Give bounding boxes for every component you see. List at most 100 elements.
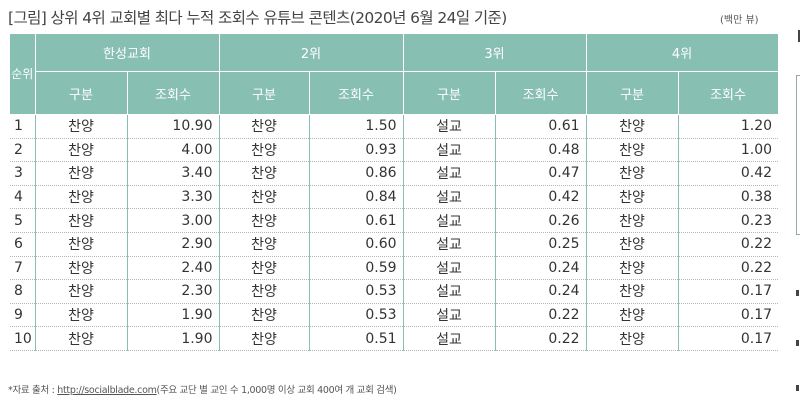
type-cell: 설교	[403, 161, 496, 186]
views-cell: 0.26	[495, 208, 587, 233]
views-cell: 0.24	[495, 256, 587, 281]
views-cell: 0.48	[495, 138, 587, 163]
views-cell: 1.00	[678, 138, 779, 163]
type-cell: 찬양	[35, 256, 128, 281]
views-cell: 0.53	[309, 279, 404, 304]
type-cell: 찬양	[586, 303, 679, 328]
type-cell: 찬양	[35, 279, 128, 304]
type-cell: 찬양	[35, 232, 128, 257]
source-link[interactable]: http://socialblade.com	[57, 385, 157, 396]
table-row: 2 찬양 4.00 찬양 0.93 설교 0.48 찬양 1.00	[10, 138, 779, 163]
type-cell: 찬양	[219, 138, 310, 163]
views-cell: 2.30	[127, 279, 220, 304]
views-cell: 0.17	[678, 326, 779, 351]
adjacent-page-edge	[791, 0, 800, 405]
table-row: 1 찬양 10.90 찬양 1.50 설교 0.61 찬양 1.20	[10, 114, 779, 139]
type-cell: 찬양	[586, 161, 679, 186]
views-cell: 2.40	[127, 256, 220, 281]
adjacent-page-mark	[798, 30, 800, 42]
rank-cell: 8	[10, 279, 36, 304]
views-cell: 0.22	[678, 256, 779, 281]
type-cell: 설교	[403, 279, 496, 304]
table-row: 7 찬양 2.40 찬양 0.59 설교 0.24 찬양 0.22	[10, 256, 779, 281]
views-cell: 0.51	[309, 326, 404, 351]
sub-header: 구분	[403, 71, 496, 115]
type-cell: 찬양	[586, 256, 679, 281]
type-cell: 설교	[403, 138, 496, 163]
table-row: 6 찬양 2.90 찬양 0.60 설교 0.25 찬양 0.22	[10, 232, 779, 257]
type-cell: 설교	[403, 114, 496, 139]
adjacent-page-mark	[796, 340, 799, 346]
rank-cell: 6	[10, 232, 36, 257]
group-header-row: 순위 한성교회 2위 3위 4위	[10, 34, 779, 115]
figure-title: [그림] 상위 4위 교회별 최다 누적 조회수 유튜브 콘텐츠(2020년 6…	[8, 9, 507, 27]
type-cell: 찬양	[219, 303, 310, 328]
type-cell: 설교	[403, 303, 496, 328]
table-row: 4 찬양 3.30 찬양 0.84 설교 0.42 찬양 0.38	[10, 185, 779, 210]
type-cell: 찬양	[219, 256, 310, 281]
table-row: 9 찬양 1.90 찬양 0.53 설교 0.22 찬양 0.17	[10, 303, 779, 328]
type-cell: 설교	[403, 232, 496, 257]
views-cell: 2.90	[127, 232, 220, 257]
type-cell: 찬양	[35, 326, 128, 351]
type-cell: 찬양	[586, 114, 679, 139]
type-cell: 찬양	[35, 114, 128, 139]
type-cell: 찬양	[219, 208, 310, 233]
rank-cell: 3	[10, 161, 36, 186]
views-cell: 1.50	[309, 114, 404, 139]
type-cell: 찬양	[586, 279, 679, 304]
views-cell: 1.20	[678, 114, 779, 139]
views-cell: 0.93	[309, 138, 404, 163]
type-cell: 찬양	[35, 303, 128, 328]
table-row: 3 찬양 3.40 찬양 0.86 설교 0.47 찬양 0.42	[10, 161, 779, 186]
footnote-suffix: (주요 교단 별 교인 수 1,000명 이상 교회 400여 개 교회 검색)	[156, 385, 397, 396]
rank-cell: 7	[10, 256, 36, 281]
type-cell: 설교	[403, 326, 496, 351]
table-row: 5 찬양 3.00 찬양 0.61 설교 0.26 찬양 0.23	[10, 208, 779, 233]
type-cell: 찬양	[586, 185, 679, 210]
views-cell: 0.61	[495, 114, 587, 139]
views-cell: 0.86	[309, 161, 404, 186]
views-cell: 0.17	[678, 303, 779, 328]
views-cell: 0.47	[495, 161, 587, 186]
type-cell: 찬양	[219, 326, 310, 351]
rank-cell: 4	[10, 185, 36, 210]
type-cell: 찬양	[586, 326, 679, 351]
views-cell: 0.23	[678, 208, 779, 233]
views-cell: 0.59	[309, 256, 404, 281]
type-cell: 찬양	[219, 232, 310, 257]
type-cell: 설교	[403, 208, 496, 233]
sub-header-row: 구분 조회수 구분 조회수 구분 조회수 구분 조회수	[10, 71, 779, 115]
adjacent-page-mark	[796, 290, 799, 296]
sub-header: 조회수	[495, 71, 587, 115]
type-cell: 찬양	[35, 208, 128, 233]
sub-header: 구분	[586, 71, 679, 115]
group-header: 4위	[586, 34, 779, 72]
views-cell: 10.90	[127, 114, 220, 139]
sub-header: 조회수	[309, 71, 404, 115]
type-cell: 설교	[403, 185, 496, 210]
views-table: 순위 한성교회 2위 3위 4위 구분 조회수 구분 조회수 구분 조회수 구분…	[10, 34, 779, 351]
table-row: 10 찬양 1.90 찬양 0.51 설교 0.22 찬양 0.17	[10, 326, 779, 351]
table-row: 8 찬양 2.30 찬양 0.53 설교 0.24 찬양 0.17	[10, 279, 779, 304]
type-cell: 찬양	[35, 138, 128, 163]
type-cell: 찬양	[219, 185, 310, 210]
rank-cell: 1	[10, 114, 36, 139]
views-cell: 0.61	[309, 208, 404, 233]
group-header: 2위	[219, 34, 404, 72]
views-cell: 0.38	[678, 185, 779, 210]
rank-cell: 2	[10, 138, 36, 163]
sub-header: 구분	[35, 71, 128, 115]
views-cell: 1.90	[127, 303, 220, 328]
views-cell: 3.00	[127, 208, 220, 233]
rank-cell: 9	[10, 303, 36, 328]
type-cell: 찬양	[586, 232, 679, 257]
views-cell: 0.22	[495, 303, 587, 328]
type-cell: 찬양	[35, 185, 128, 210]
type-cell: 찬양	[219, 161, 310, 186]
group-header: 3위	[403, 34, 587, 72]
views-cell: 0.22	[495, 326, 587, 351]
footnote-prefix: *자료 출처 :	[8, 385, 58, 396]
views-cell: 3.40	[127, 161, 220, 186]
views-cell: 0.24	[495, 279, 587, 304]
